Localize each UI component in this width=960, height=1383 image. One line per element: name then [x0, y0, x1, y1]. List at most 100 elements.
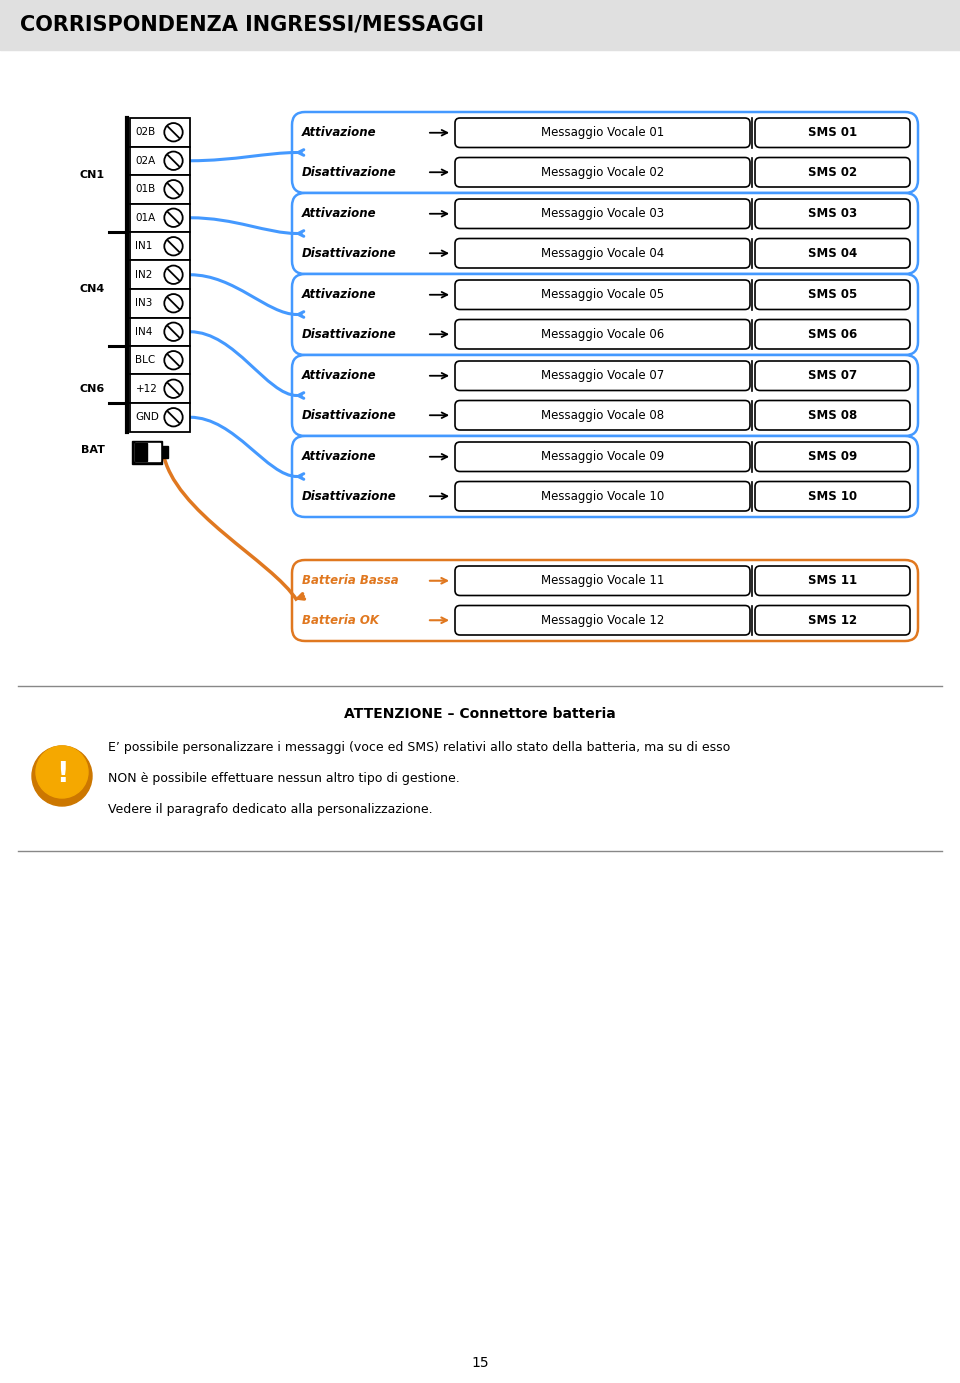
FancyBboxPatch shape [755, 566, 910, 596]
Bar [0, 0, 960, 50]
Text: !: ! [56, 761, 68, 788]
FancyBboxPatch shape [755, 279, 910, 310]
FancyBboxPatch shape [755, 158, 910, 187]
FancyBboxPatch shape [292, 112, 918, 194]
FancyBboxPatch shape [755, 401, 910, 430]
Bar [130, 118, 190, 147]
Text: SMS 11: SMS 11 [808, 574, 857, 588]
Text: +12: +12 [135, 383, 157, 394]
Text: Batteria Bassa: Batteria Bassa [302, 574, 398, 588]
Text: SMS 09: SMS 09 [808, 451, 857, 463]
Bar [130, 260, 190, 289]
Bar [130, 402, 190, 431]
Text: Messaggio Vocale 02: Messaggio Vocale 02 [540, 166, 664, 178]
Text: 02B: 02B [135, 127, 156, 137]
FancyBboxPatch shape [755, 238, 910, 268]
FancyBboxPatch shape [455, 238, 750, 268]
Text: Messaggio Vocale 04: Messaggio Vocale 04 [540, 246, 664, 260]
Text: SMS 06: SMS 06 [808, 328, 857, 340]
Circle shape [32, 745, 92, 806]
FancyBboxPatch shape [755, 199, 910, 228]
Text: E’ possibile personalizzare i messaggi (voce ed SMS) relativi allo stato della b: E’ possibile personalizzare i messaggi (… [108, 741, 731, 755]
Text: Attivazione: Attivazione [302, 451, 376, 463]
FancyBboxPatch shape [455, 319, 750, 349]
Bar [130, 232, 190, 260]
Bar [132, 441, 162, 463]
Circle shape [36, 745, 88, 798]
FancyBboxPatch shape [755, 319, 910, 349]
Text: 01B: 01B [135, 184, 156, 194]
Text: IN2: IN2 [135, 270, 153, 279]
Text: 01A: 01A [135, 213, 156, 223]
Text: BAT: BAT [82, 445, 105, 455]
FancyBboxPatch shape [455, 158, 750, 187]
Text: Attivazione: Attivazione [302, 288, 376, 301]
FancyBboxPatch shape [292, 436, 918, 517]
FancyBboxPatch shape [292, 355, 918, 436]
Text: Attivazione: Attivazione [302, 369, 376, 382]
FancyBboxPatch shape [755, 443, 910, 472]
Text: Messaggio Vocale 12: Messaggio Vocale 12 [540, 614, 664, 626]
Text: Disattivazione: Disattivazione [302, 409, 396, 422]
FancyBboxPatch shape [755, 481, 910, 510]
Bar [130, 289, 190, 318]
Text: 15: 15 [471, 1355, 489, 1371]
Text: SMS 02: SMS 02 [808, 166, 857, 178]
FancyBboxPatch shape [455, 481, 750, 510]
Text: SMS 04: SMS 04 [808, 246, 857, 260]
Text: IN3: IN3 [135, 299, 153, 308]
Text: Messaggio Vocale 07: Messaggio Vocale 07 [540, 369, 664, 382]
FancyBboxPatch shape [455, 566, 750, 596]
Text: Messaggio Vocale 10: Messaggio Vocale 10 [540, 490, 664, 503]
Text: CN4: CN4 [80, 284, 105, 295]
Text: Attivazione: Attivazione [302, 207, 376, 220]
Bar [162, 447, 168, 458]
Text: SMS 07: SMS 07 [808, 369, 857, 382]
Text: Messaggio Vocale 08: Messaggio Vocale 08 [540, 409, 664, 422]
Bar [130, 176, 190, 203]
Text: SMS 03: SMS 03 [808, 207, 857, 220]
FancyBboxPatch shape [755, 361, 910, 390]
Text: SMS 10: SMS 10 [808, 490, 857, 503]
FancyBboxPatch shape [455, 443, 750, 472]
Text: SMS 12: SMS 12 [808, 614, 857, 626]
FancyBboxPatch shape [455, 279, 750, 310]
FancyBboxPatch shape [755, 118, 910, 148]
Bar [130, 203, 190, 232]
Text: 02A: 02A [135, 156, 156, 166]
Bar [130, 346, 190, 375]
Text: Disattivazione: Disattivazione [302, 328, 396, 340]
Bar [130, 318, 190, 346]
Text: Disattivazione: Disattivazione [302, 166, 396, 178]
Text: Messaggio Vocale 09: Messaggio Vocale 09 [540, 451, 664, 463]
FancyBboxPatch shape [292, 194, 918, 274]
FancyBboxPatch shape [292, 560, 918, 640]
Text: Messaggio Vocale 11: Messaggio Vocale 11 [540, 574, 664, 588]
Text: CN6: CN6 [80, 383, 105, 394]
Text: Disattivazione: Disattivazione [302, 490, 396, 503]
Text: Messaggio Vocale 06: Messaggio Vocale 06 [540, 328, 664, 340]
Text: SMS 01: SMS 01 [808, 126, 857, 140]
Text: Vedere il paragrafo dedicato alla personalizzazione.: Vedere il paragrafo dedicato alla person… [108, 804, 433, 816]
Text: Messaggio Vocale 03: Messaggio Vocale 03 [540, 207, 664, 220]
Text: Attivazione: Attivazione [302, 126, 376, 140]
Text: Messaggio Vocale 01: Messaggio Vocale 01 [540, 126, 664, 140]
Text: IN1: IN1 [135, 241, 153, 252]
Text: BLC: BLC [135, 355, 156, 365]
Text: SMS 05: SMS 05 [808, 288, 857, 301]
Text: Messaggio Vocale 05: Messaggio Vocale 05 [540, 288, 664, 301]
FancyBboxPatch shape [292, 274, 918, 355]
FancyBboxPatch shape [455, 361, 750, 390]
FancyBboxPatch shape [455, 199, 750, 228]
FancyBboxPatch shape [455, 401, 750, 430]
Text: GND: GND [135, 412, 159, 422]
Bar [134, 443, 159, 461]
Text: CORRISPONDENZA INGRESSI/MESSAGGI: CORRISPONDENZA INGRESSI/MESSAGGI [20, 15, 484, 35]
Text: Disattivazione: Disattivazione [302, 246, 396, 260]
Text: IN4: IN4 [135, 326, 153, 336]
FancyBboxPatch shape [755, 606, 910, 635]
Bar [134, 443, 147, 461]
Text: ATTENZIONE – Connettore batteria: ATTENZIONE – Connettore batteria [344, 707, 616, 721]
FancyBboxPatch shape [455, 606, 750, 635]
Bar [130, 375, 190, 402]
